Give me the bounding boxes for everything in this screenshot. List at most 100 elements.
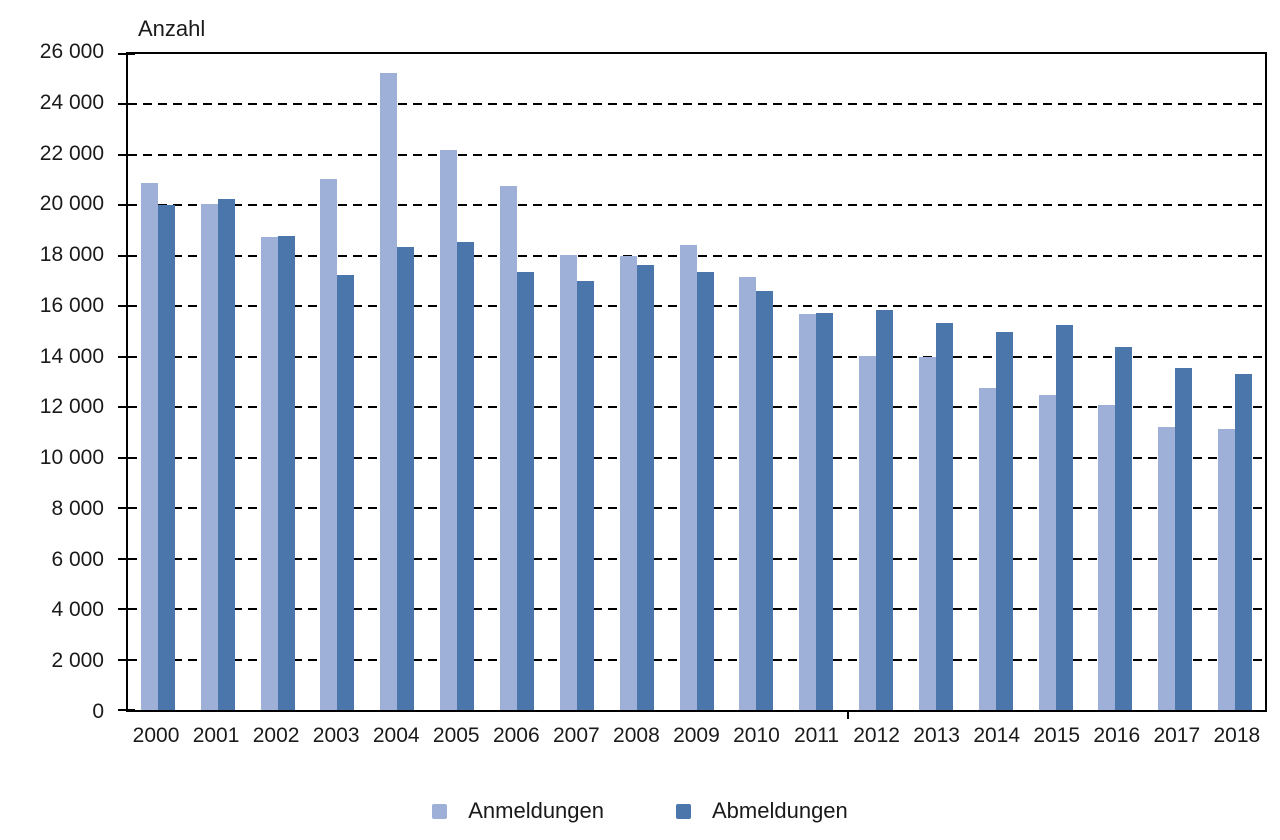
y-axis-tick-22000 — [118, 153, 135, 156]
y-axis-tick-0 — [118, 709, 135, 711]
x-tick-label-2007: 2007 — [552, 724, 600, 747]
bar-abmeldungen-2013 — [935, 322, 953, 710]
x-tick-label-2003: 2003 — [312, 724, 360, 747]
bar-abmeldungen-2000 — [157, 205, 175, 710]
bar-groups — [128, 54, 1265, 710]
bar-anmeldungen-2004 — [380, 72, 398, 710]
bar-group-2006 — [487, 54, 547, 710]
y-axis-tick-24000 — [118, 103, 135, 106]
bar-abmeldungen-2015 — [1055, 325, 1073, 710]
bar-anmeldungen-2008 — [619, 255, 637, 710]
x-tick-label-2017: 2017 — [1153, 724, 1201, 747]
bar-group-2007 — [547, 54, 607, 710]
bar-group-2003 — [308, 54, 368, 710]
x-tick-label-2001: 2001 — [192, 724, 240, 747]
x-tick-label-2000: 2000 — [132, 724, 180, 747]
legend-swatch-icon-abmeldungen — [676, 803, 691, 819]
bar-abmeldungen-2008 — [636, 264, 654, 710]
x-tick-label-2012: 2012 — [853, 724, 900, 747]
y-axis-tick-4000 — [118, 608, 135, 611]
bar-anmeldungen-2007 — [559, 254, 577, 710]
gridline-22000 — [128, 153, 1265, 156]
y-tick-label-2000: 2 000 — [51, 649, 104, 673]
legend-item-anmeldungen: Anmeldungen — [432, 798, 604, 824]
y-tick-label-4000: 4 000 — [51, 598, 104, 622]
x-tick-label-2010: 2010 — [733, 724, 780, 747]
bar-group-2018 — [1205, 54, 1265, 710]
x-tick-label-2008: 2008 — [613, 724, 660, 747]
bar-abmeldungen-2003 — [337, 274, 355, 710]
x-tick-label-2016: 2016 — [1093, 724, 1141, 747]
gridline-20000 — [128, 204, 1265, 207]
bar-abmeldungen-2018 — [1235, 374, 1253, 710]
bar-abmeldungen-2004 — [397, 247, 415, 710]
y-axis-title: Anzahl — [138, 16, 206, 41]
x-axis-tick — [846, 710, 849, 719]
y-tick-label-22000: 22 000 — [39, 141, 104, 165]
bar-anmeldungen-2010 — [739, 277, 757, 710]
y-axis-tick-8000 — [118, 507, 135, 510]
x-tick-label-2018: 2018 — [1213, 724, 1261, 747]
y-tick-label-18000: 18 000 — [39, 243, 104, 267]
bar-anmeldungen-2001 — [200, 204, 218, 710]
bar-anmeldungen-2002 — [260, 236, 278, 710]
bar-abmeldungen-2014 — [995, 331, 1013, 710]
x-tick-label-2005: 2005 — [432, 724, 480, 747]
y-tick-label-26000: 26 000 — [39, 40, 104, 63]
bar-abmeldungen-2001 — [217, 199, 235, 710]
y-axis-tick-12000 — [118, 406, 135, 409]
bar-anmeldungen-2005 — [440, 149, 458, 710]
legend-label-abmeldungen: Abmeldungen — [712, 798, 848, 823]
bar-abmeldungen-2005 — [457, 241, 475, 710]
bar-abmeldungen-2016 — [1115, 346, 1133, 710]
y-axis-tick-18000 — [118, 254, 135, 257]
x-tick-label-2013: 2013 — [913, 724, 960, 747]
bar-group-2008 — [607, 54, 667, 710]
bar-anmeldungen-2000 — [140, 182, 158, 710]
bar-abmeldungen-2017 — [1175, 368, 1193, 710]
bar-group-2012 — [846, 54, 906, 710]
bar-abmeldungen-2007 — [576, 281, 594, 710]
y-tick-label-14000: 14 000 — [39, 344, 104, 368]
legend-item-abmeldungen: Abmeldungen — [676, 798, 848, 824]
bar-anmeldungen-2009 — [679, 244, 697, 710]
bar-anmeldungen-2014 — [978, 388, 996, 710]
bar-group-2002 — [248, 54, 308, 710]
bar-anmeldungen-2015 — [1038, 394, 1056, 710]
legend-label-anmeldungen: Anmeldungen — [468, 798, 604, 823]
y-axis-labels: 0 2 000 4 000 6 000 8 000 10 000 12 000 14 000 1… — [0, 41, 104, 723]
y-tick-label-24000: 24 000 — [39, 90, 104, 114]
legend: Anmeldungen Abmeldungen — [0, 798, 1280, 824]
bar-anmeldungen-2011 — [799, 313, 817, 710]
bar-group-2015 — [1026, 54, 1086, 710]
y-tick-label-20000: 20 000 — [39, 192, 104, 216]
bar-anmeldungen-2017 — [1158, 427, 1176, 710]
bar-group-2016 — [1086, 54, 1146, 710]
y-tick-label-8000: 8 000 — [51, 496, 104, 520]
x-tick-label-2015: 2015 — [1033, 724, 1081, 747]
bar-group-2005 — [427, 54, 487, 710]
y-tick-label-10000: 10 000 — [39, 446, 104, 470]
x-tick-label-2006: 2006 — [492, 724, 540, 747]
bar-abmeldungen-2012 — [876, 310, 894, 710]
bar-abmeldungen-2009 — [696, 272, 714, 710]
plot-area — [118, 52, 1267, 719]
x-tick-label-2002: 2002 — [252, 724, 300, 747]
y-axis-tick-20000 — [118, 204, 135, 207]
bar-anmeldungen-2013 — [918, 356, 936, 710]
bar-abmeldungen-2006 — [516, 272, 534, 710]
bar-abmeldungen-2011 — [816, 312, 834, 710]
x-tick-label-2014: 2014 — [973, 724, 1021, 747]
bar-group-2011 — [786, 54, 846, 710]
bar-anmeldungen-2003 — [320, 178, 338, 710]
y-axis-tick-14000 — [118, 355, 135, 358]
bar-group-2010 — [726, 54, 786, 710]
y-tick-label-12000: 12 000 — [39, 395, 104, 419]
bar-anmeldungen-2006 — [499, 186, 517, 710]
bar-group-2001 — [188, 54, 248, 710]
bar-anmeldungen-2018 — [1218, 428, 1236, 710]
bar-anmeldungen-2016 — [1098, 404, 1116, 710]
x-axis-labels: 2000 2001 2002 2003 2004 2005 2006 2007 2008 2009… — [126, 724, 1267, 748]
x-tick-label-2011: 2011 — [793, 724, 840, 747]
